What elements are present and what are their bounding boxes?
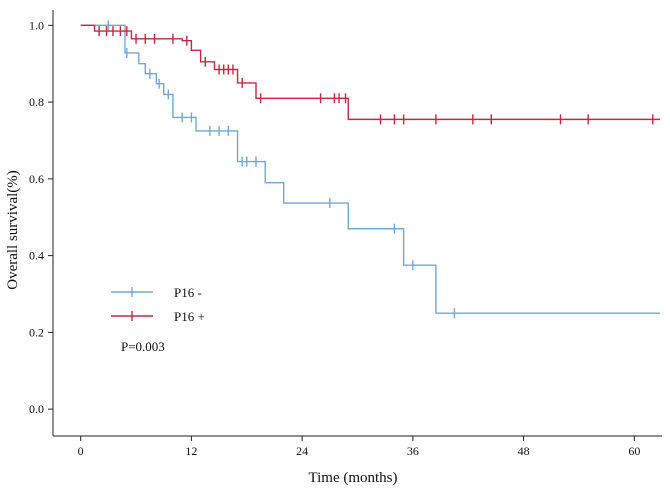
y-tick-label: 0.2 <box>29 325 44 339</box>
y-tick-label: 0.0 <box>29 402 44 416</box>
x-tick-label: 60 <box>628 444 640 458</box>
y-tick-label: 0.4 <box>29 249 44 263</box>
legend: P16 - P16 + <box>111 285 205 324</box>
survival-curve-p16-neg <box>80 24 661 314</box>
y-tick-label: 0.8 <box>29 95 44 109</box>
legend-label: P16 - <box>174 285 202 300</box>
survival-curve-p16-pos <box>80 24 661 121</box>
y-axis-title: Overall survival(%) <box>5 170 21 290</box>
series-group <box>80 20 661 319</box>
axes: 0 12 24 36 48 60 0.0 0.2 0.4 0.6 0.8 1.0 <box>29 10 662 458</box>
series-group <box>80 24 661 125</box>
x-axis-title: Time (months) <box>308 470 397 486</box>
x-tick-label: 48 <box>518 444 530 458</box>
legend-label: P16 + <box>174 309 205 324</box>
y-tick-label: 0.6 <box>29 172 44 186</box>
x-tick-label: 0 <box>78 444 84 458</box>
y-tick-label: 1.0 <box>29 18 44 32</box>
x-tick-label: 24 <box>296 444 308 458</box>
series-layer <box>80 20 661 319</box>
x-tick-label: 36 <box>407 444 419 458</box>
x-tick-label: 12 <box>185 444 197 458</box>
p-value-annotation: P=0.003 <box>121 339 165 354</box>
